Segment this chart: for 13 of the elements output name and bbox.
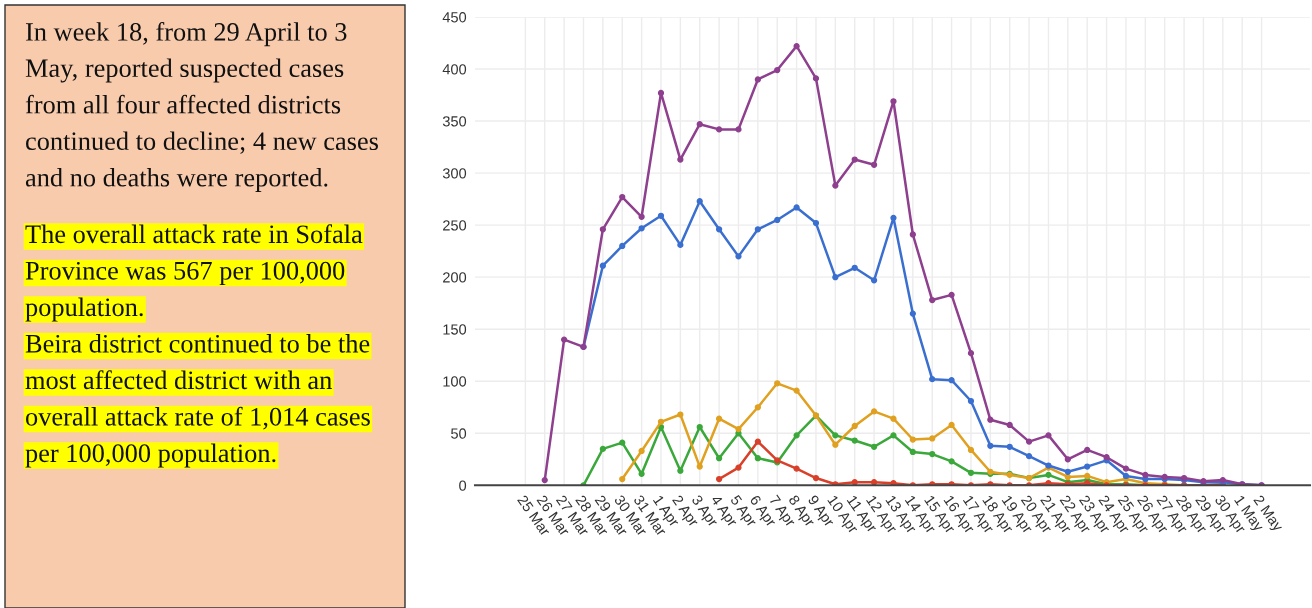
y-tick-label: 50 [451,428,467,439]
y-tick-label: 100 [443,376,467,387]
y-tick-label: 350 [442,116,467,127]
text: In week 18, from 29 April to 3 May, reported suspected cases from all four affected districts continued to decline; 4 new cases and no deaths were reported. [25,22,378,192]
y-tick-label: 250 [443,220,467,231]
text: Beira district continued to be the most affected district with an overall attack rate of 1,014 cases per 100,000 population. [25,334,370,468]
text: The overall attack rate in Sofala Province was 567 per 100,000 population. [25,224,363,322]
y-tick-label: 450 [442,12,467,23]
y-tick-label: 300 [442,168,467,179]
y-tick-label: 400 [442,64,467,75]
y-tick-label: 0 [459,480,467,491]
y-tick-label: 150 [443,324,467,335]
y-tick-label: 200 [443,272,467,283]
